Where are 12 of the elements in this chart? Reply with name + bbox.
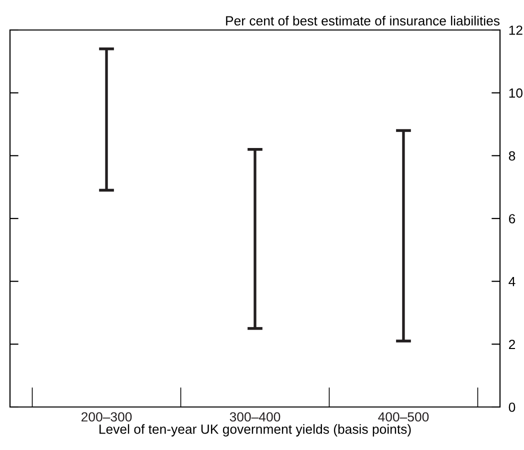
x-tick-label: 400–500 [378, 412, 429, 422]
y-tick-label: 10 [509, 88, 522, 98]
x-tick-label: 200–300 [82, 412, 132, 422]
y-tick-label: 12 [509, 26, 522, 35]
y-tick-label: 2 [508, 340, 516, 349]
y-tick-label: 4 [508, 277, 516, 286]
y-tick-label: 0 [508, 402, 516, 412]
y-axis-title: Per cent of best estimate of insurance liabilities [226, 16, 500, 26]
y-tick-label: 8 [508, 151, 516, 161]
y-tick-label: 6 [509, 214, 516, 224]
x-axis-title: Level of ten-year UK government yields (basis points) [100, 424, 411, 436]
x-tick-label: 300–400 [230, 412, 280, 422]
